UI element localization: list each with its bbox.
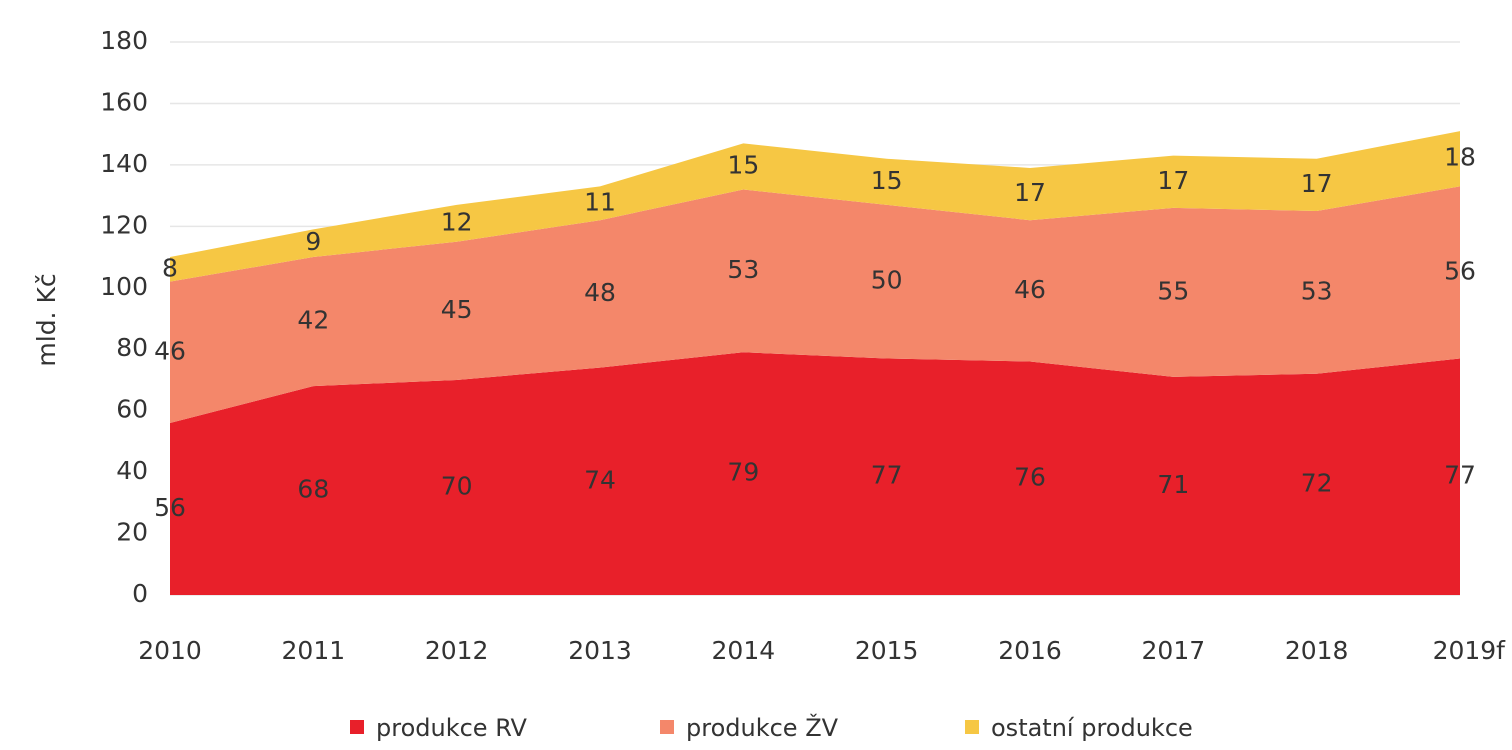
data-label: 11 xyxy=(584,187,616,216)
x-tick-label: 2010 xyxy=(138,636,202,665)
data-label: 70 xyxy=(441,471,473,500)
data-label: 45 xyxy=(441,295,473,324)
x-tick-label: 2017 xyxy=(1142,636,1206,665)
y-tick-label: 20 xyxy=(116,518,148,547)
legend-label: ostatní produkce xyxy=(991,714,1193,742)
data-label: 50 xyxy=(871,266,903,295)
x-tick-label: 2011 xyxy=(282,636,346,665)
data-label: 15 xyxy=(871,166,903,195)
data-label: 17 xyxy=(1157,166,1189,195)
data-label: 56 xyxy=(1444,256,1476,285)
x-tick-label: 2014 xyxy=(712,636,776,665)
legend-swatch xyxy=(350,720,364,734)
y-tick-label: 60 xyxy=(116,395,148,424)
data-label: 77 xyxy=(1444,461,1476,490)
data-label: 12 xyxy=(441,207,473,236)
legend-swatch xyxy=(660,720,674,734)
data-label: 76 xyxy=(1014,462,1046,491)
data-label: 9 xyxy=(305,227,321,256)
y-tick-label: 120 xyxy=(100,210,148,239)
data-label: 53 xyxy=(1301,276,1333,305)
x-tick-label: 2018 xyxy=(1285,636,1349,665)
x-tick-label: 2016 xyxy=(998,636,1062,665)
y-tick-label: 40 xyxy=(116,456,148,485)
data-label: 55 xyxy=(1157,276,1189,305)
y-tick-label: 0 xyxy=(132,579,148,608)
data-label: 68 xyxy=(297,475,329,504)
legend-swatch xyxy=(965,720,979,734)
y-axis-label: mld. Kč xyxy=(32,273,61,366)
y-tick-label: 160 xyxy=(100,87,148,116)
data-label: 8 xyxy=(162,253,178,282)
data-label: 74 xyxy=(584,465,616,494)
y-tick-label: 80 xyxy=(116,333,148,362)
data-label: 79 xyxy=(727,458,759,487)
data-label: 18 xyxy=(1444,143,1476,172)
data-label: 72 xyxy=(1301,468,1333,497)
legend-label: produkce ŽV xyxy=(686,713,839,742)
data-label: 46 xyxy=(154,336,186,365)
data-label: 15 xyxy=(727,150,759,179)
data-label: 71 xyxy=(1157,470,1189,499)
data-label: 46 xyxy=(1014,275,1046,304)
y-tick-label: 180 xyxy=(100,26,148,55)
data-label: 56 xyxy=(154,493,186,522)
data-label: 48 xyxy=(584,278,616,307)
area xyxy=(170,186,1460,423)
data-label: 77 xyxy=(871,461,903,490)
x-tick-label: 2015 xyxy=(855,636,919,665)
x-tick-label: 2013 xyxy=(568,636,632,665)
data-label: 17 xyxy=(1014,178,1046,207)
x-tick-label: 2012 xyxy=(425,636,489,665)
data-label: 42 xyxy=(297,306,329,335)
y-tick-label: 140 xyxy=(100,149,148,178)
y-tick-label: 100 xyxy=(100,272,148,301)
data-label: 17 xyxy=(1301,169,1333,198)
x-tick-label: 2019f xyxy=(1433,636,1507,665)
area xyxy=(170,131,1460,282)
area xyxy=(170,352,1460,595)
data-label: 53 xyxy=(727,255,759,284)
legend-label: produkce RV xyxy=(376,714,528,742)
